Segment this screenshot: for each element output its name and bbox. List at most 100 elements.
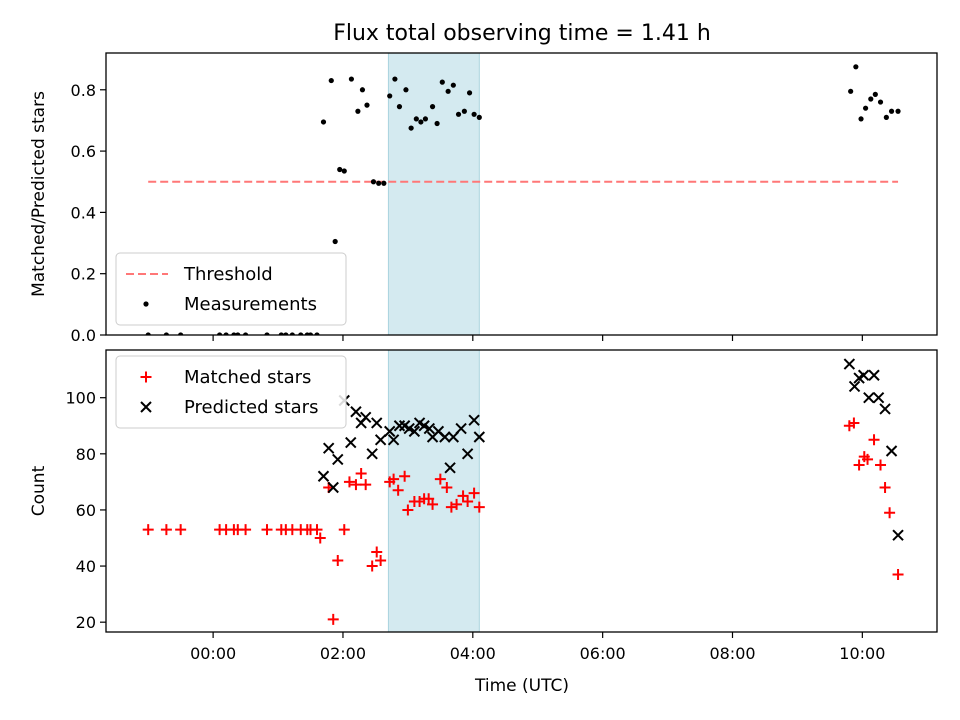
plus-marker-point [350,479,362,491]
x-marker-point [371,417,383,429]
plus-marker-point [332,554,344,566]
dot-marker-point [337,166,343,173]
legend-plus-marker [140,371,152,383]
plus-marker-point [392,484,404,496]
dot-marker-point [359,87,366,93]
legend-label: Predicted stars [184,397,318,418]
observing-interval-shade [387,52,480,336]
plus-marker-point [892,568,904,580]
x-marker-point [857,369,870,381]
plus-marker-point [462,496,474,508]
y-tick-label: 0.2 [71,265,96,284]
dot-marker-point [413,116,419,122]
plus-marker-point [388,473,400,485]
x-marker-point [327,481,339,494]
dot-marker-point [381,180,387,186]
dot-marker-point [392,76,398,82]
dot-marker-point [387,93,393,99]
plus-marker-point [441,481,453,493]
dot-marker-point [320,119,327,125]
legend: Threshold Measurements [115,252,347,326]
dot-marker-point [858,116,864,122]
plus-marker-point [423,493,435,505]
y-tick-label: 0.8 [71,81,96,100]
dot-marker-point [877,99,884,105]
x-marker-point [387,434,400,446]
dot-marker-point [434,120,440,127]
y-tick-label: 60 [76,501,96,520]
x-marker-point [473,431,486,443]
plus-marker-point [338,524,350,536]
legend-box [115,252,347,326]
x-marker-point [332,453,344,466]
dot-marker-point [396,104,403,110]
plus-marker-point [427,498,439,510]
dot-marker-point [422,116,429,122]
plus-marker-point [371,546,383,558]
x-axis-label: Time (UTC) [474,676,569,696]
plus-marker-point [343,476,355,488]
legend-label: Measurements [184,294,317,315]
x-tick-label: 06:00 [580,644,626,663]
plus-marker-point [848,417,860,429]
dot-marker-point [471,111,477,117]
y-tick-label: 0.0 [71,326,96,345]
x-marker-point [366,448,378,460]
y-tick-label: 0.6 [71,142,96,161]
dot-marker-point [370,179,377,185]
plus-marker-point [875,459,887,471]
plus-marker-point [327,613,339,625]
plus-marker-point [261,524,273,536]
x-marker-point [345,436,357,449]
x-marker-point [322,442,335,454]
x-marker-point [393,420,406,432]
legend-x-marker [140,401,152,413]
legend: Matched stars Predicted stars [115,355,347,429]
dot-marker-point [476,114,482,120]
plus-marker-point [375,554,387,566]
data-points [142,358,904,625]
ratio-panel: 0.0 0.2 0.4 0.6 0.8 Matched/Predicted stars Th… [29,52,938,345]
plus-marker-point [868,434,880,446]
plus-marker-point [314,532,326,544]
x-marker-point [384,425,396,438]
dot-marker-point [332,238,338,245]
y-tick-label: 100 [65,389,96,408]
y-tick-label: 40 [76,557,96,576]
legend-label: Threshold [183,264,273,285]
x-marker-point [863,391,875,404]
chart-title: Flux total observing time = 1.41 h [333,21,711,46]
plus-marker-point [399,470,411,482]
dot-marker-point [872,91,878,97]
plus-marker-point [473,501,485,513]
legend-dot-marker [143,301,149,307]
x-marker-point [468,414,480,426]
plus-marker-point [311,524,323,536]
x-marker-point [359,411,372,424]
plus-marker-point [175,524,187,536]
dot-marker-point [883,114,889,120]
plus-marker-point [366,560,378,572]
dot-marker-point [853,64,859,70]
dot-marker-point [439,79,445,85]
dot-marker-point [355,108,361,114]
dot-marker-point [868,96,874,102]
x-marker-point [843,358,856,370]
plus-marker-point [468,487,480,499]
dot-marker-point [376,180,382,186]
plus-marker-point [451,498,463,510]
dot-marker-point [364,102,370,108]
plus-marker-point [142,524,154,536]
plus-marker-point [402,504,414,516]
dot-marker-point [328,77,334,84]
plus-marker-point [879,481,891,493]
plus-marker-point [240,524,252,536]
y-tick-label: 80 [76,445,96,464]
dot-marker-point [466,90,473,96]
x-marker-point [350,406,362,418]
dot-marker-point [848,88,854,94]
dot-marker-point [455,111,462,117]
x-marker-point [439,431,451,443]
x-marker-point [872,391,885,404]
x-tick-label: 00:00 [190,644,236,663]
